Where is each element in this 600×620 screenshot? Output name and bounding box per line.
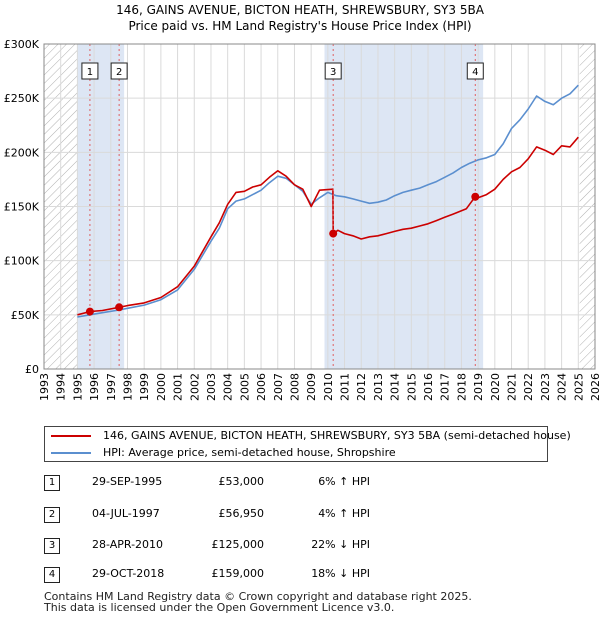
x-tick-label: 2008: [288, 373, 301, 401]
x-tick-label: 2020: [489, 373, 502, 401]
footer-license: This data is licensed under the Open Gov…: [44, 601, 395, 614]
x-tick-label: 2011: [339, 373, 352, 401]
x-tick-label: 2003: [205, 373, 218, 401]
sale-marker-box: [324, 62, 342, 80]
x-tick-label: 2010: [322, 373, 335, 401]
price-chart: 1 2 3 4 £0 £50K £100K £150K £200K £250K £300K 1993…: [4, 38, 600, 401]
x-tick-label: 2014: [389, 373, 402, 401]
table-row: 2 04-JUL-1997 £56,950 4% ↑ HPI: [44, 505, 600, 523]
x-tick-label: 2019: [472, 373, 485, 401]
x-tick-label: 2006: [255, 373, 268, 401]
sale-marker-box: [466, 62, 484, 80]
transaction-hpi: 4% ↑ HPI: [318, 507, 370, 520]
transaction-date: 29-OCT-2018: [92, 567, 165, 580]
transaction-date: 29-SEP-1995: [92, 475, 163, 488]
transaction-hpi: 22% ↓ HPI: [311, 538, 370, 551]
x-tick-label: 1994: [55, 373, 68, 401]
table-row: 1 29-SEP-1995 £53,000 6% ↑ HPI: [44, 473, 600, 491]
sale-marker-label: 1: [87, 67, 93, 78]
x-tick-label: 2009: [305, 373, 318, 401]
sale-point: [85, 307, 94, 316]
x-tick-label: 2017: [439, 373, 452, 401]
x-tick-label: 2018: [455, 373, 468, 401]
x-tick-label: 2001: [172, 373, 185, 401]
transaction-marker: 3: [44, 538, 60, 554]
legend-property-label: 146, GAINS AVENUE, BICTON HEATH, SHREWSB…: [103, 429, 571, 442]
sale-marker-label: 2: [116, 67, 122, 78]
transaction-date: 28-APR-2010: [92, 538, 164, 551]
transaction-marker: 2: [44, 507, 60, 523]
x-tick-label: 2004: [222, 373, 235, 401]
transaction-marker: 1: [44, 475, 60, 491]
x-tick-label: 2005: [238, 373, 251, 401]
chart-subtitle: Price paid vs. HM Land Registry's House …: [128, 19, 472, 33]
x-tick-label: 1998: [121, 373, 134, 401]
sale-marker-label: 4: [472, 67, 478, 78]
x-tick-label: 2021: [506, 373, 519, 401]
transaction-marker: 4: [44, 567, 60, 583]
sale-point: [471, 192, 480, 201]
sale-marker-label: 3: [330, 67, 336, 78]
x-tick-label: 2015: [405, 373, 418, 401]
plot-frame: [43, 43, 596, 370]
legend-property-swatch: [51, 435, 91, 437]
x-tick-label: 2000: [155, 373, 168, 401]
x-tick-label: 2023: [539, 373, 552, 401]
legend: 146, GAINS AVENUE, BICTON HEATH, SHREWSB…: [44, 426, 571, 462]
x-tick-label: 2007: [272, 373, 285, 401]
y-tick-label: £300K: [4, 38, 40, 51]
x-tick-label: 2002: [188, 373, 201, 401]
transaction-date: 04-JUL-1997: [92, 507, 160, 520]
x-tick-label: 2022: [522, 373, 535, 401]
x-tick-label: 1996: [88, 373, 101, 401]
x-tick-label: 2024: [556, 373, 569, 401]
x-tick-label: 2025: [572, 373, 585, 401]
legend-hpi-swatch: [51, 452, 91, 454]
y-tick-label: £200K: [4, 146, 40, 159]
y-tick-label: £100K: [4, 255, 40, 268]
sale-marker-box: [81, 62, 99, 80]
x-tick-label: 1995: [71, 373, 84, 401]
property-price-line: [77, 136, 579, 316]
y-tick-label: £0: [25, 363, 39, 376]
y-tick-label: £50K: [11, 309, 40, 322]
sale-point: [115, 303, 124, 312]
hpi-line: [77, 84, 579, 318]
x-tick-label: 2026: [589, 373, 600, 401]
transaction-price: £56,950: [218, 507, 265, 520]
table-row: 4 29-OCT-2018 £159,000 18% ↓ HPI: [44, 565, 600, 583]
footer-copyright: Contains HM Land Registry data © Crown c…: [44, 590, 472, 603]
chart-title: 146, GAINS AVENUE, BICTON HEATH, SHREWSB…: [116, 3, 484, 17]
legend-item-hpi: HPI: Average price, semi-detached house,…: [51, 445, 396, 461]
x-tick-label: 1997: [105, 373, 118, 401]
transaction-hpi: 18% ↓ HPI: [311, 567, 370, 580]
x-tick-label: 2016: [422, 373, 435, 401]
transaction-price: £159,000: [211, 567, 265, 580]
transaction-hpi: 6% ↑ HPI: [318, 475, 370, 488]
sale-marker-box: [110, 62, 128, 80]
y-tick-label: £250K: [4, 92, 40, 105]
x-tick-label: 2012: [355, 373, 368, 401]
legend-hpi-label: HPI: Average price, semi-detached house,…: [103, 446, 396, 459]
x-tick-label: 1999: [138, 373, 151, 401]
x-tick-label: 2013: [372, 373, 385, 401]
y-tick-label: £150K: [4, 201, 40, 214]
sale-point: [329, 229, 338, 238]
x-tick-label: 1993: [38, 373, 51, 401]
table-row: 3 28-APR-2010 £125,000 22% ↓ HPI: [44, 536, 600, 554]
transaction-price: £53,000: [218, 475, 265, 488]
legend-item-property: 146, GAINS AVENUE, BICTON HEATH, SHREWSB…: [51, 428, 571, 444]
transaction-price: £125,000: [211, 538, 265, 551]
